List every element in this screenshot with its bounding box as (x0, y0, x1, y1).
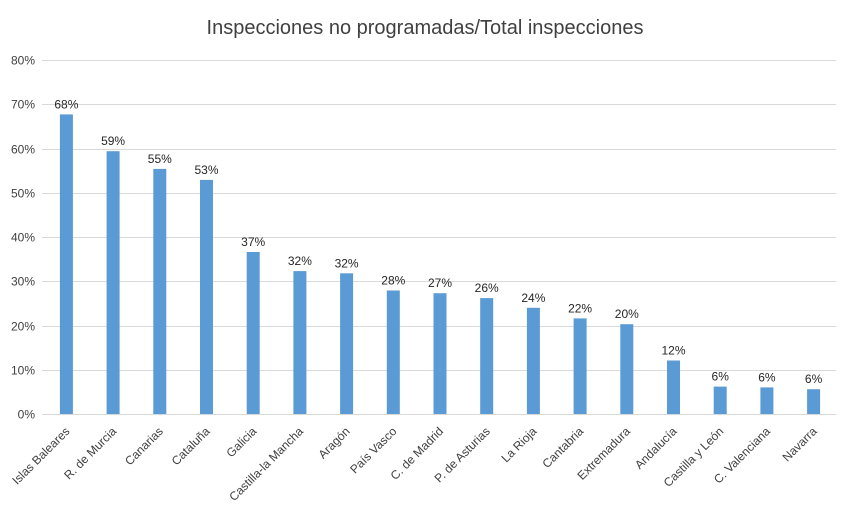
y-tick-label: 50% (11, 187, 35, 201)
data-label: 12% (661, 344, 685, 358)
data-label: 26% (475, 281, 499, 295)
y-tick-label: 60% (11, 143, 35, 157)
x-tick-label: Galicia (223, 424, 259, 460)
data-label: 20% (615, 307, 639, 321)
bar (713, 386, 727, 414)
bar (340, 273, 354, 414)
x-tick-label: Canarias (122, 424, 166, 468)
x-tick-label: Andalucía (632, 424, 680, 472)
data-label: 32% (335, 256, 359, 270)
chart-title: Inspecciones no programadas/Total inspec… (207, 17, 644, 39)
data-label: 6% (758, 370, 776, 384)
data-label: 28% (381, 274, 405, 288)
y-tick-label: 40% (11, 231, 35, 245)
x-tick-label: Cataluña (169, 424, 213, 468)
x-tick-label: Aragón (315, 424, 352, 461)
bar (293, 271, 307, 414)
bar (620, 324, 634, 414)
bar (106, 151, 120, 414)
bar (526, 307, 540, 414)
gridlines (42, 60, 836, 415)
y-tick-label: 30% (11, 275, 35, 289)
data-label: 32% (288, 254, 312, 268)
bar (667, 360, 680, 414)
data-label: 37% (241, 235, 265, 249)
bar (59, 114, 73, 415)
bar (386, 290, 400, 414)
data-label: 6% (805, 372, 823, 386)
bar (480, 298, 494, 414)
data-label: 59% (101, 134, 125, 148)
y-tick-label: 20% (11, 320, 35, 334)
y-axis-ticks: 0% 10% 20% 30% 40% 50% 60% 70% 80% (11, 54, 35, 422)
x-tick-label: Islas Baleares (9, 424, 72, 487)
data-label: 22% (568, 301, 592, 315)
bar (433, 293, 447, 414)
bar (807, 389, 821, 414)
bar (200, 179, 213, 414)
bar (573, 318, 587, 414)
bars (59, 114, 821, 415)
data-label: 27% (428, 276, 452, 290)
y-tick-label: 80% (11, 54, 35, 68)
data-label: 53% (194, 163, 218, 177)
x-tick-label: Cantabria (540, 424, 587, 471)
data-label: 6% (712, 370, 730, 384)
bar (153, 168, 167, 414)
y-tick-label: 10% (11, 364, 35, 378)
bar (760, 387, 774, 414)
data-label: 24% (521, 291, 545, 305)
data-label: 55% (148, 152, 172, 166)
y-tick-label: 70% (11, 98, 35, 112)
bar (246, 252, 260, 414)
y-tick-label: 0% (18, 408, 36, 422)
x-tick-label: Navarra (780, 424, 820, 464)
data-labels: 68% 59% 55% 53% 37% 32% 32% 28% 27% 26% 24% 22% 20% 1… (54, 97, 822, 386)
x-tick-label: La Rioja (498, 424, 539, 465)
data-label: 68% (54, 97, 78, 111)
